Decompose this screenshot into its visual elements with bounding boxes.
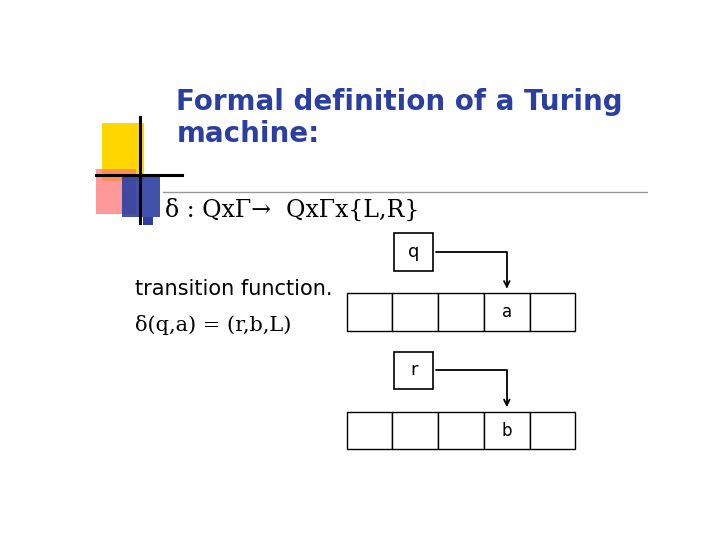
- Bar: [392, 294, 438, 331]
- Bar: [484, 294, 530, 331]
- Bar: [122, 177, 161, 217]
- Bar: [438, 294, 484, 331]
- Bar: [530, 294, 575, 331]
- Bar: [394, 352, 433, 389]
- Bar: [530, 412, 575, 449]
- Bar: [96, 168, 136, 214]
- Text: δ : QxΓ→  QxΓx{L,R}: δ : QxΓ→ QxΓx{L,R}: [166, 198, 420, 221]
- Text: b: b: [502, 422, 512, 440]
- Bar: [484, 412, 530, 449]
- Bar: [347, 294, 392, 331]
- Text: δ(q,a) = (r,b,L): δ(q,a) = (r,b,L): [135, 315, 291, 335]
- Bar: [438, 412, 484, 449]
- Bar: [143, 218, 153, 225]
- Bar: [394, 233, 433, 271]
- Text: a: a: [502, 303, 512, 321]
- Bar: [102, 123, 144, 181]
- Text: transition function.: transition function.: [135, 279, 332, 299]
- Text: r: r: [410, 361, 418, 380]
- Bar: [392, 412, 438, 449]
- Bar: [347, 412, 392, 449]
- Text: Formal definition of a Turing
machine:: Formal definition of a Turing machine:: [176, 87, 623, 148]
- Text: q: q: [408, 243, 419, 261]
